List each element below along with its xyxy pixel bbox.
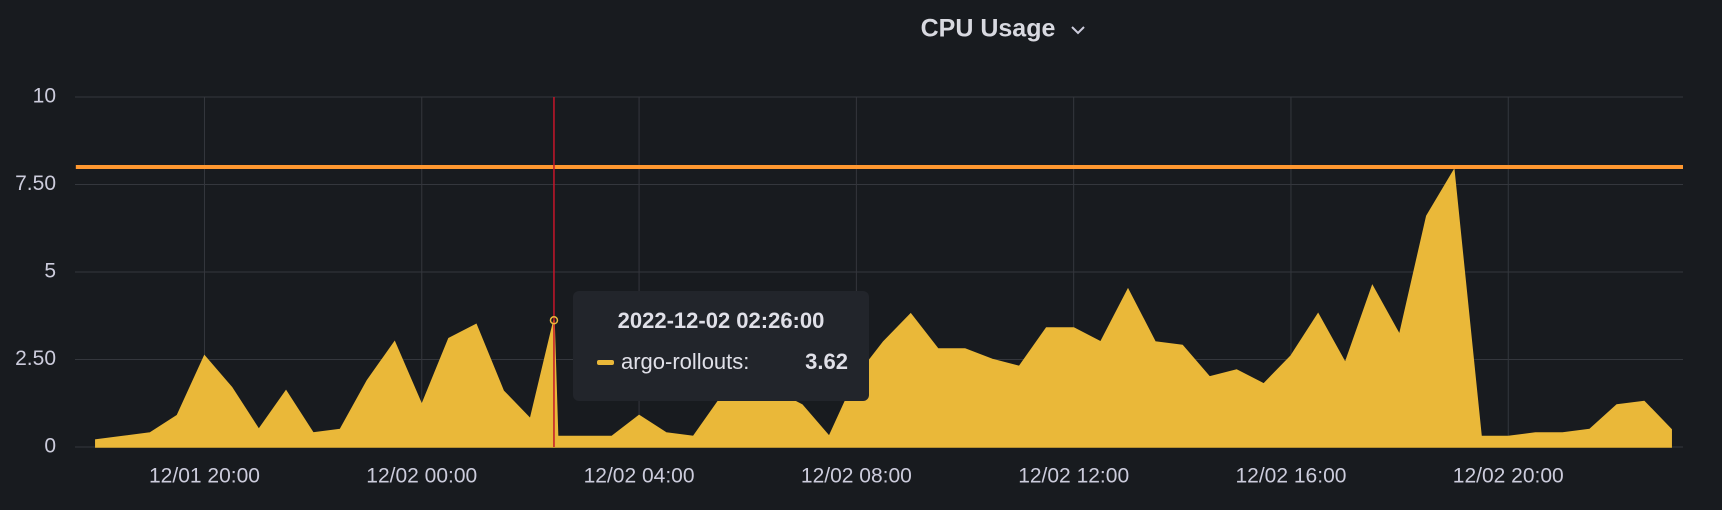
tooltip-value: 3.62 xyxy=(805,349,848,374)
chart-title[interactable]: CPU Usage xyxy=(921,15,1056,43)
y-tick-label: 5 xyxy=(44,260,56,283)
tooltip-box xyxy=(573,291,869,401)
plot-area xyxy=(75,97,1683,448)
x-tick-label: 12/02 08:00 xyxy=(801,465,912,488)
x-tick-label: 12/02 20:00 xyxy=(1453,465,1564,488)
tooltip-series-label: argo-rollouts: xyxy=(621,349,749,374)
y-tick-label: 0 xyxy=(44,435,56,458)
area-series xyxy=(95,168,1672,448)
title-chevron[interactable] xyxy=(1071,26,1085,35)
y-tick-label: 7.50 xyxy=(15,172,56,195)
tooltip-time: 2022-12-02 02:26:00 xyxy=(618,308,825,333)
x-tick-label: 12/01 20:00 xyxy=(149,465,260,488)
tooltip-swatch xyxy=(597,360,614,365)
y-tick-label: 10 xyxy=(33,85,56,108)
hover-point xyxy=(549,316,559,325)
y-tick-label: 2.50 xyxy=(15,347,56,370)
x-tick-label: 12/02 04:00 xyxy=(584,465,695,488)
tooltip: 2022-12-02 02:26:00 argo-rollouts: 3.62 xyxy=(573,291,869,401)
x-tick-label: 12/02 00:00 xyxy=(366,465,477,488)
x-tick-label: 12/02 16:00 xyxy=(1235,465,1346,488)
x-tick-label: 12/02 12:00 xyxy=(1018,465,1129,488)
